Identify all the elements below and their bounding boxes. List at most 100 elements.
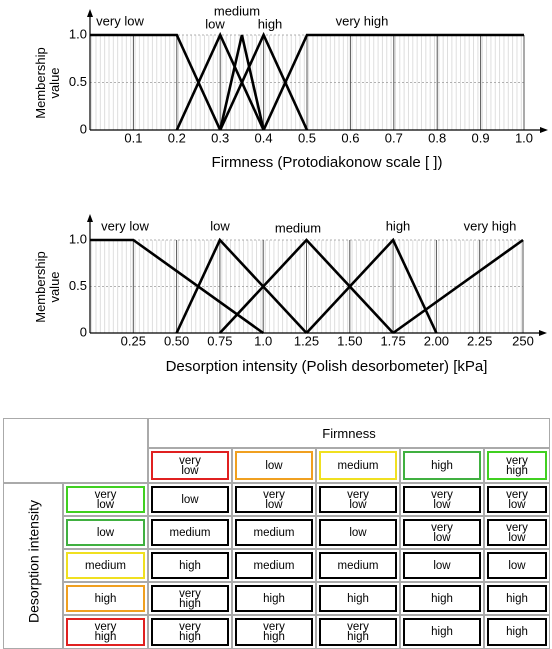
column-header: very low bbox=[151, 451, 229, 480]
rule-cell: very low bbox=[319, 486, 397, 513]
table-cell: very low bbox=[400, 516, 484, 549]
table-cell: medium bbox=[232, 549, 316, 582]
x-tick-label: 0.1 bbox=[124, 130, 142, 145]
row-header: high bbox=[66, 585, 145, 612]
series-label: high bbox=[258, 16, 283, 31]
series-label: low bbox=[205, 16, 225, 31]
rule-cell: low bbox=[487, 552, 547, 579]
table-cell: Desorption intensity bbox=[3, 483, 63, 649]
x-tick-label: 0.9 bbox=[472, 130, 490, 145]
row-header: very high bbox=[66, 618, 145, 646]
rule-cell: very high bbox=[151, 585, 229, 612]
table-cell: high bbox=[63, 582, 148, 615]
table-cell: medium bbox=[63, 549, 148, 582]
series-label: very low bbox=[96, 13, 144, 28]
y-tick-label: 1.0 bbox=[69, 231, 87, 246]
table-cell: low bbox=[484, 549, 550, 582]
x-tick-label: 0.5 bbox=[298, 130, 316, 145]
x-axis-arrow bbox=[540, 127, 548, 133]
column-header: medium bbox=[319, 451, 397, 480]
series-label: high bbox=[386, 218, 411, 233]
membership-line bbox=[90, 238, 264, 335]
x-tick-label: 0.8 bbox=[428, 130, 446, 145]
column-header: low bbox=[235, 451, 313, 480]
rule-cell: very low bbox=[487, 486, 547, 513]
table-cell: low bbox=[316, 516, 400, 549]
x-tick-label: 1.75 bbox=[380, 333, 405, 348]
table-cell: low bbox=[63, 516, 148, 549]
table-cell: medium bbox=[316, 549, 400, 582]
rule-cell: low bbox=[403, 552, 481, 579]
x-tick-label: 1.50 bbox=[337, 333, 362, 348]
table-cell: very low bbox=[148, 448, 232, 483]
table-cell: medium bbox=[148, 516, 232, 549]
x-tick-label: 250 bbox=[512, 333, 534, 348]
y-axis-arrow bbox=[87, 214, 93, 222]
rule-cell: high bbox=[487, 618, 547, 646]
column-group-header: Firmness bbox=[322, 425, 376, 441]
column-header: very high bbox=[487, 451, 547, 480]
row-group-header: Desorption intensity bbox=[25, 500, 42, 623]
y-tick-label: 0.5 bbox=[69, 278, 87, 293]
table-cell: very high bbox=[63, 615, 148, 649]
x-axis-arrow bbox=[539, 330, 547, 336]
table-cell: medium bbox=[232, 516, 316, 549]
membership-line bbox=[392, 238, 524, 335]
rule-cell: medium bbox=[235, 519, 313, 546]
x-tick-label: 2.25 bbox=[467, 333, 492, 348]
y-axis-title: Membership value bbox=[33, 46, 62, 119]
x-tick-label: 1.25 bbox=[294, 333, 319, 348]
table-cell: very low bbox=[232, 483, 316, 516]
membership-line bbox=[219, 31, 309, 131]
rule-cell: medium bbox=[319, 552, 397, 579]
rule-cell: very high bbox=[319, 618, 397, 646]
membership-line bbox=[175, 31, 265, 131]
table-cell: high bbox=[484, 615, 550, 649]
y-axis-title: Membership value bbox=[33, 250, 62, 323]
rule-cell: medium bbox=[235, 552, 313, 579]
rule-cell: very low bbox=[403, 519, 481, 546]
membership-line bbox=[262, 33, 524, 131]
series-label: medium bbox=[275, 220, 321, 235]
y-tick-label: 0 bbox=[80, 324, 87, 339]
membership-line bbox=[90, 33, 222, 131]
table-cell: high bbox=[400, 582, 484, 615]
table-cell: low bbox=[400, 549, 484, 582]
rule-cell: very low bbox=[235, 486, 313, 513]
x-tick-label: 0.75 bbox=[207, 333, 232, 348]
rule-cell: low bbox=[151, 486, 229, 513]
table-cell: very low bbox=[484, 516, 550, 549]
rule-cell: high bbox=[151, 552, 229, 579]
table-cell: Firmness bbox=[148, 418, 550, 448]
table-cell: very low bbox=[400, 483, 484, 516]
rule-cell: high bbox=[319, 585, 397, 612]
table-cell: low bbox=[148, 483, 232, 516]
membership-line bbox=[218, 238, 395, 334]
rule-cell: medium bbox=[151, 519, 229, 546]
table-cell: medium bbox=[316, 448, 400, 483]
rule-cell: high bbox=[403, 585, 481, 612]
table-cell: very low bbox=[316, 483, 400, 516]
membership-line bbox=[305, 237, 438, 334]
x-axis-title: Desorption intensity (Polish desorbomete… bbox=[166, 358, 488, 375]
rule-cell: low bbox=[319, 519, 397, 546]
series-label: low bbox=[210, 218, 230, 233]
x-tick-label: 0.3 bbox=[211, 130, 229, 145]
x-tick-label: 0.25 bbox=[121, 333, 146, 348]
series-label: medium bbox=[214, 3, 260, 18]
x-tick-label: 0.50 bbox=[164, 333, 189, 348]
table-cell: very low bbox=[63, 483, 148, 516]
y-tick-label: 0.5 bbox=[69, 74, 87, 89]
table-cell: very high bbox=[316, 615, 400, 649]
row-header: low bbox=[66, 519, 145, 546]
x-tick-label: 1.0 bbox=[515, 130, 533, 145]
x-tick-label: 1.0 bbox=[254, 333, 272, 348]
table-cell bbox=[3, 418, 148, 483]
membership-line bbox=[175, 237, 308, 334]
rule-cell: very low bbox=[487, 519, 547, 546]
column-header: high bbox=[403, 451, 481, 480]
y-tick-label: 0 bbox=[80, 121, 87, 136]
row-header: medium bbox=[66, 552, 145, 579]
x-tick-label: 0.4 bbox=[255, 130, 273, 145]
